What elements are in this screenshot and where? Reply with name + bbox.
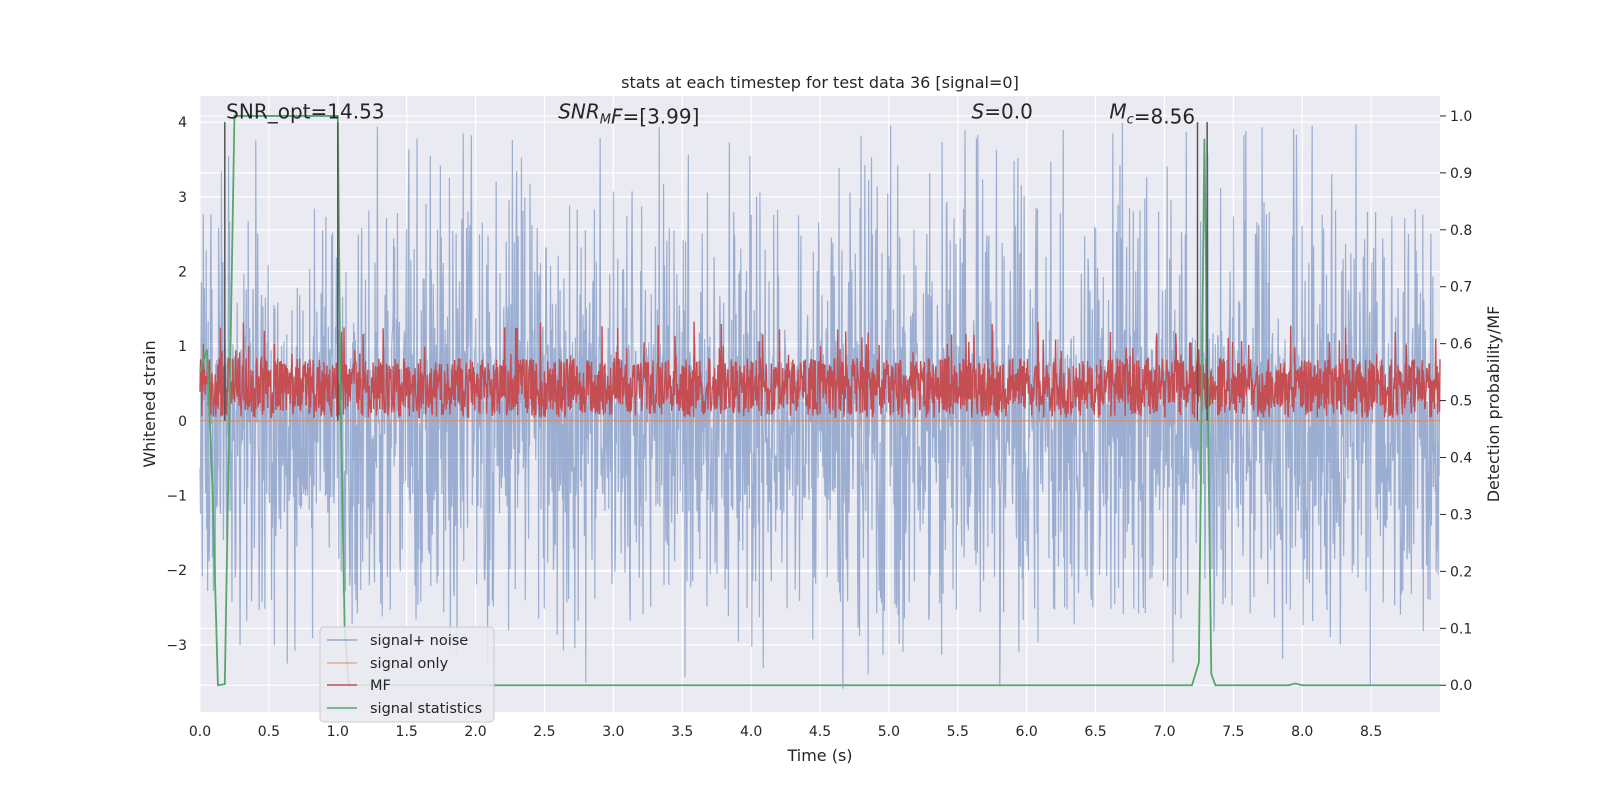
y2-tick-label: 0.4	[1450, 451, 1472, 467]
x-axis-label: Time (s)	[786, 746, 852, 765]
y-tick-label: 1	[178, 339, 187, 355]
y-tick-label: 3	[178, 190, 187, 206]
x-tick-label: 0.0	[189, 724, 211, 740]
x-tick-label: 1.0	[327, 724, 349, 740]
x-tick-label: 2.0	[464, 724, 486, 740]
y-tick-label: −1	[166, 488, 187, 504]
x-tick-label: 7.0	[1153, 724, 1175, 740]
x-tick-label: 3.0	[602, 724, 624, 740]
x-tick-label: 0.5	[258, 724, 280, 740]
y2-axis-ticks: 0.0 0.1 0.2 0.3 0.4 0.5 0.6 0.7 0.8 0.9 1.0	[1440, 109, 1472, 694]
x-tick-label: 2.5	[533, 724, 555, 740]
legend-box	[319, 626, 495, 723]
x-tick-label: 4.0	[740, 724, 762, 740]
y2-axis-label: Detection probability/MF	[1484, 306, 1503, 503]
annotations: SNR_opt=14.53 SNRMF=[3.99] S=0.0 Mc=8.56	[226, 100, 1195, 129]
x-tick-label: 7.5	[1222, 724, 1244, 740]
x-tick-label: 1.5	[396, 724, 418, 740]
annotation-text: SNR_opt=14.53	[226, 100, 384, 124]
annotation-text: SNRMF=[3.99]	[558, 100, 699, 129]
legend-label-signal-only: signal only	[370, 656, 449, 672]
y2-tick-label: 0.1	[1450, 621, 1472, 637]
y-tick-label: −3	[166, 638, 187, 654]
y2-tick-label: 0.3	[1450, 507, 1472, 523]
x-tick-label: 5.0	[878, 724, 900, 740]
legend-label-signal-statistics: signal statistics	[370, 701, 482, 717]
x-tick-label: 8.0	[1291, 724, 1313, 740]
y-axis-ticks: −3 −2 −1 0 1 2 3 4	[166, 115, 187, 654]
legend-label-mf: MF	[370, 678, 391, 694]
legend-label-signal-noise: signal+ noise	[370, 633, 468, 649]
y2-tick-label: 0.5	[1450, 394, 1472, 410]
x-tick-label: 8.5	[1360, 724, 1382, 740]
x-tick-label: 3.5	[671, 724, 693, 740]
x-tick-label: 6.5	[1084, 724, 1106, 740]
y2-tick-label: 0.6	[1450, 337, 1472, 353]
annotation-text: Mc=8.56	[1109, 100, 1195, 129]
chart-title: stats at each timestep for test data 36 …	[621, 73, 1019, 92]
y-tick-label: −2	[166, 563, 187, 579]
y-tick-label: 2	[178, 264, 187, 280]
y2-tick-label: 0.0	[1450, 678, 1472, 694]
x-tick-label: 4.5	[809, 724, 831, 740]
vertical-lines	[224, 122, 1208, 421]
y-tick-label: 4	[178, 115, 187, 131]
y2-tick-label: 1.0	[1450, 109, 1472, 125]
annotation-text: S=0.0	[972, 100, 1033, 124]
y-axis-label: Whitened strain	[140, 340, 159, 467]
y2-tick-label: 0.8	[1450, 223, 1472, 239]
x-axis-ticks: 0.0 0.5 1.0 1.5 2.0 2.5 3.0 3.5 4.0 4.5 5.0 5.5 6.0 6…	[189, 724, 1382, 740]
y2-tick-label: 0.7	[1450, 280, 1472, 296]
y-tick-label: 0	[178, 414, 187, 430]
series-mf	[199, 321, 1441, 420]
y2-tick-label: 0.2	[1450, 564, 1472, 580]
y2-tick-label: 0.9	[1450, 166, 1472, 182]
legend: signal+ noise signal only MF signal stat…	[319, 626, 495, 723]
x-tick-label: 5.5	[947, 724, 969, 740]
x-tick-label: 6.0	[1016, 724, 1038, 740]
